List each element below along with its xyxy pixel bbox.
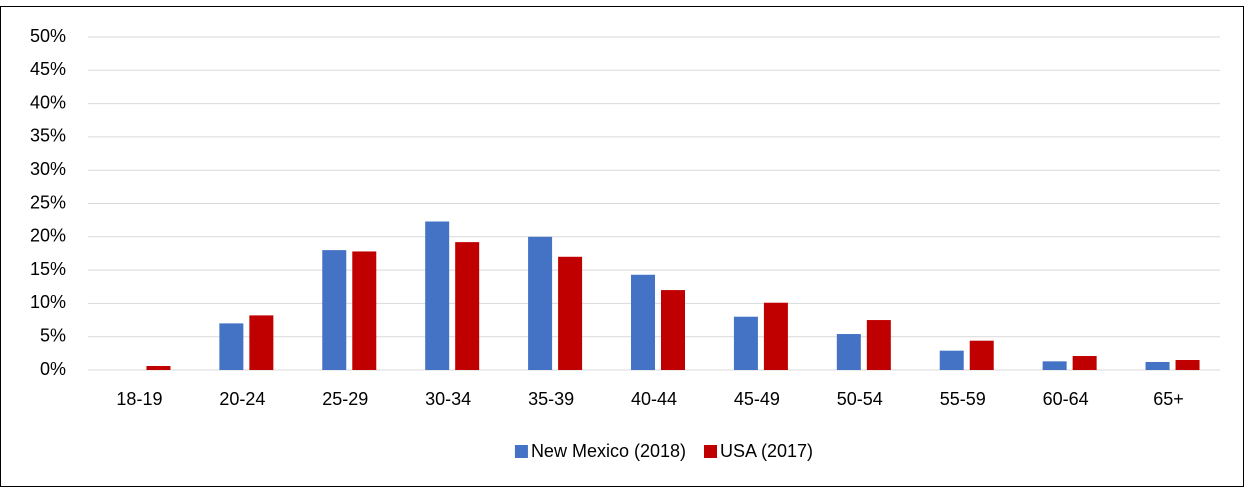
y-tick-label: 35% xyxy=(30,126,66,146)
bar xyxy=(352,251,377,370)
bar xyxy=(558,256,583,370)
bar xyxy=(733,316,758,370)
x-tick-label: 35-39 xyxy=(528,389,574,409)
bar xyxy=(528,236,553,370)
x-tick-label: 30-34 xyxy=(425,389,471,409)
y-tick-label: 50% xyxy=(30,26,66,46)
y-tick-label: 20% xyxy=(30,226,66,246)
y-tick-label: 10% xyxy=(30,292,66,312)
bar xyxy=(763,302,788,370)
x-tick-label: 40-44 xyxy=(631,389,677,409)
bar xyxy=(425,221,450,370)
bar xyxy=(866,320,891,370)
bar xyxy=(249,315,274,370)
x-tick-label: 50-54 xyxy=(837,389,883,409)
bar xyxy=(1072,356,1097,370)
y-tick-label: 5% xyxy=(40,325,66,345)
y-tick-label: 0% xyxy=(40,359,66,379)
legend-swatch xyxy=(704,445,717,458)
chart-frame xyxy=(0,6,1244,487)
bar xyxy=(1042,361,1067,370)
x-tick-label: 55-59 xyxy=(940,389,986,409)
x-tick-label: 18-19 xyxy=(116,389,162,409)
bar xyxy=(219,323,244,370)
x-tick-label: 20-24 xyxy=(219,389,265,409)
x-tick-label: 45-49 xyxy=(734,389,780,409)
legend-label: USA (2017) xyxy=(720,441,813,461)
bar xyxy=(455,242,480,370)
legend-swatch xyxy=(514,445,528,458)
bar xyxy=(631,274,655,370)
x-tick-label: 25-29 xyxy=(322,389,368,409)
y-tick-label: 40% xyxy=(30,92,66,112)
y-tick-label: 30% xyxy=(30,159,66,179)
bar xyxy=(1145,362,1170,370)
bar xyxy=(661,290,685,370)
bar xyxy=(836,334,861,370)
bar xyxy=(1175,360,1200,370)
y-tick-label: 15% xyxy=(30,259,66,279)
x-tick-label: 60-64 xyxy=(1043,389,1089,409)
y-tick-label: 25% xyxy=(30,192,66,212)
bar xyxy=(969,340,994,370)
bar xyxy=(322,250,347,370)
bar xyxy=(939,350,964,370)
bar xyxy=(146,366,171,370)
y-tick-label: 45% xyxy=(30,59,66,79)
x-tick-label: 65+ xyxy=(1153,389,1184,409)
legend-label: New Mexico (2018) xyxy=(531,441,686,461)
